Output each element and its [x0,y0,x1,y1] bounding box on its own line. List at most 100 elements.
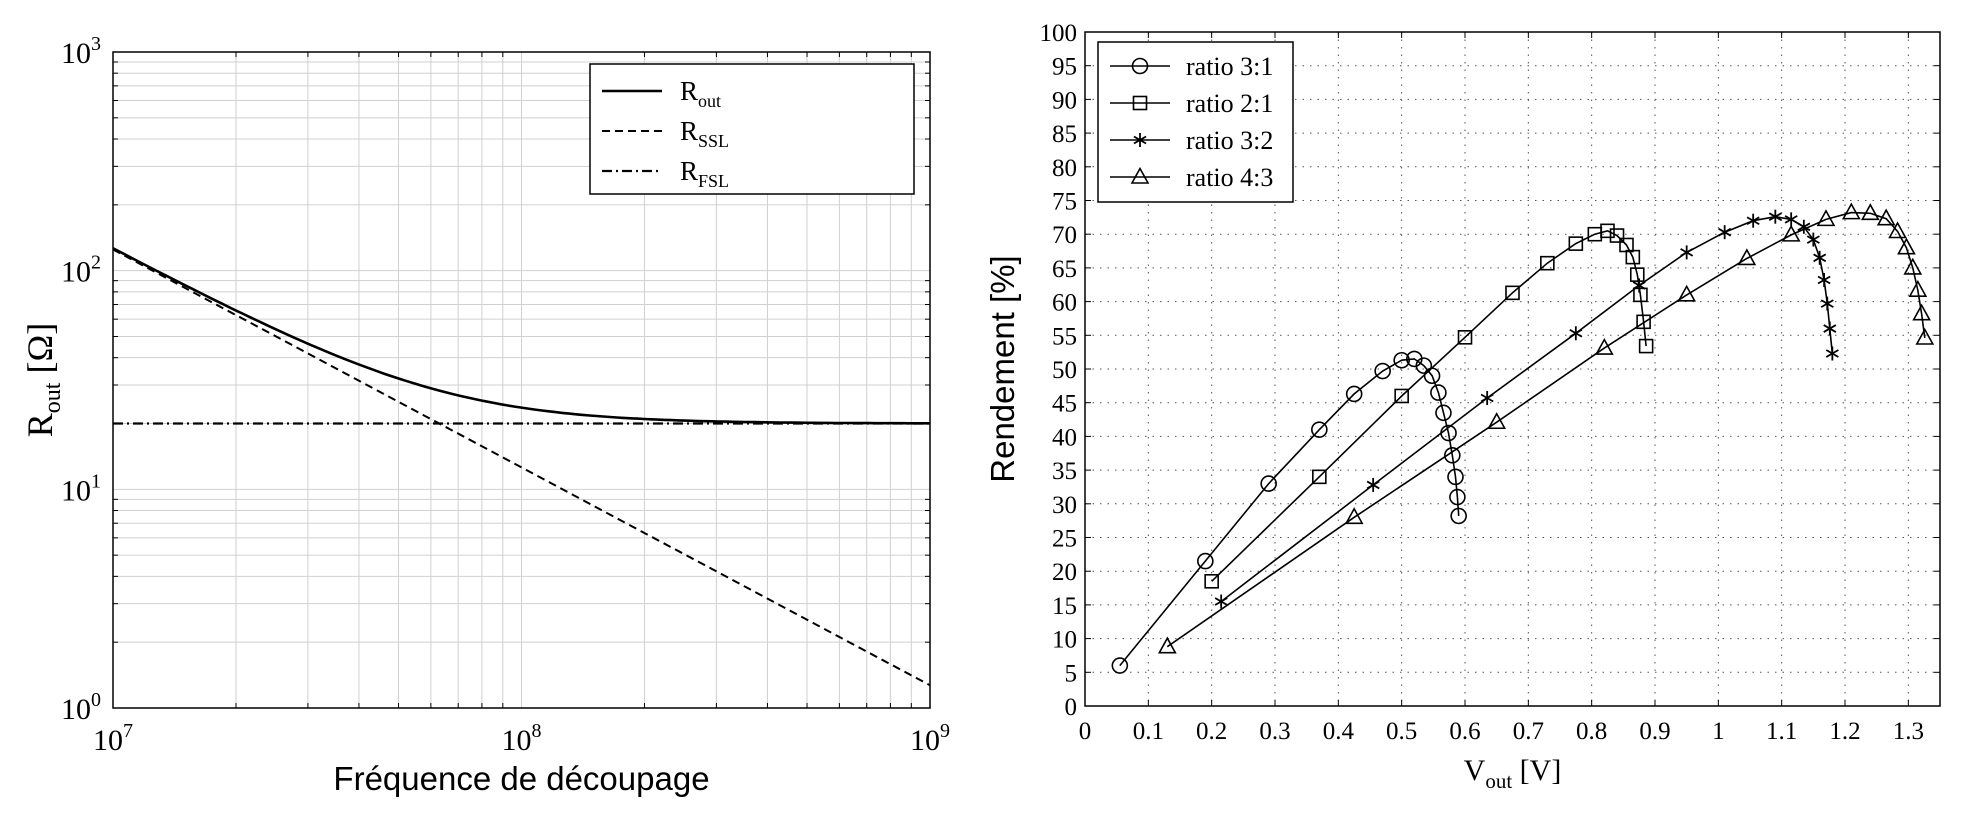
right-chart: 0 0.1 0.2 0.3 0.4 0.5 0.6 0.7 0.8 0.9 1 1.1 1.2 1.3 0 5… [984,20,1941,793]
star-stroke [1133,135,1147,145]
series-line-ratio-31 [1119,358,1460,667]
data-point-ratio-32 [1817,273,1831,288]
star-stroke [1768,212,1782,221]
data-point-ratio-21 [1394,388,1409,404]
left-plot-frame [112,51,931,709]
data-point-ratio-32 [1813,250,1827,265]
right-grid [1085,32,1940,706]
data-point-ratio-43 [1487,412,1507,430]
y-tick-label: 35 [1052,458,1077,485]
data-point-ratio-43 [1876,208,1896,226]
data-point-ratio-32 [1823,321,1837,336]
y-tick-label: 15 [1052,593,1077,620]
x-tick-label: 1.2 [1829,718,1860,745]
data-point-ratio-43 [1157,636,1177,654]
data-point-ratio-32 [1366,477,1380,492]
data-point-ratio-32 [1746,213,1760,228]
data-point-ratio-32 [1797,219,1811,234]
y-tick-label: 102 [61,252,101,289]
data-point-ratio-43 [1860,203,1880,221]
x-tick-label: 0.3 [1259,718,1290,745]
series-line-ratio-32 [1220,215,1834,603]
y-tick-label: 100 [61,689,101,726]
data-point-ratio-43 [1897,237,1916,255]
data-point-ratio-43 [1594,337,1614,355]
x-tick-label: 0.7 [1513,718,1544,745]
x-tick-label: 107 [93,720,133,757]
x-tick-label: 1 [1712,718,1725,745]
data-point-ratio-31 [1415,357,1433,374]
data-point-ratio-32 [1569,326,1583,341]
y-tick-label: 20 [1052,559,1077,586]
y-tick-label: 55 [1052,323,1077,350]
legend-marker-ratio-31 [1131,57,1149,75]
data-point-ratio-32 [1768,209,1782,224]
right-series [1111,202,1935,674]
legend-label-ssl: RSSL [680,116,729,151]
y-tick-label: 10 [1052,627,1077,654]
data-point-ratio-31 [1260,475,1277,492]
y-tick-label: 45 [1052,391,1077,418]
x-tick-label: 0.2 [1196,718,1227,745]
legend-marker-ratio-32 [1133,133,1147,147]
data-point-ratio-21 [1633,287,1648,303]
data-point-ratio-31 [1345,385,1363,403]
x-tick-label: 1.3 [1893,718,1924,745]
data-point-ratio-32 [1718,225,1732,240]
data-point-ratio-43 [1888,221,1907,239]
y-axis-label: Rout [Ω] [20,323,66,437]
data-point-ratio-32 [1825,346,1839,361]
data-point-ratio-32 [1680,245,1694,260]
x-axis-label: Fréquence de découpage [333,760,709,797]
star-stroke [1825,349,1839,358]
x-tick-label: 0.9 [1639,718,1670,745]
legend-label-fsl: RFSL [680,156,729,191]
y-tick-label: 80 [1052,155,1077,182]
legend-box [1097,41,1294,203]
data-point-ratio-32 [1632,278,1646,293]
left-series [112,247,931,687]
star-stroke [1784,215,1798,224]
star-stroke [1820,299,1834,308]
data-point-ratio-43 [1781,224,1801,242]
data-point-ratio-43 [1677,284,1697,302]
star-stroke [1823,324,1837,333]
legend-box [589,63,915,195]
data-point-ratio-43 [1903,257,1923,275]
left-legend: Rout RSSL RFSL [589,63,915,195]
right-plot-frame [1084,31,1941,707]
legend-label-out: Rout [680,76,721,111]
data-point-ratio-31 [1197,552,1214,570]
y-tick-label: 70 [1052,222,1077,249]
x-tick-label: 0.1 [1133,718,1164,745]
legend-label-ratio-43: ratio 4:3 [1186,163,1273,192]
data-point-ratio-21 [1312,469,1327,485]
y-tick-label: 95 [1052,54,1077,81]
star-stroke [1797,222,1811,232]
data-point-ratio-32 [1820,296,1834,311]
x-tick-label: 0 [1079,718,1092,745]
data-point-ratio-43 [1816,209,1836,227]
data-point-ratio-43 [1841,202,1861,220]
star-stroke [1680,248,1694,257]
y-tick-label: 60 [1052,290,1077,317]
x-tick-label: 109 [910,720,950,757]
data-point-ratio-21 [1540,255,1555,271]
y-tick-label: 90 [1052,87,1077,114]
y-tick-label: 40 [1052,424,1077,451]
data-point-ratio-31 [1435,404,1452,422]
data-point-ratio-21 [1609,228,1625,243]
data-point-ratio-32 [1214,594,1228,609]
y-tick-label: 85 [1052,121,1077,148]
legend-label-ratio-32: ratio 3:2 [1186,126,1273,155]
star-stroke [1366,480,1380,490]
star-stroke [1214,597,1228,606]
y-tick-label: 30 [1052,492,1077,519]
star-stroke [1632,281,1646,290]
data-point-ratio-32 [1806,232,1820,247]
legend-label-ratio-31: ratio 3:1 [1186,52,1273,81]
y-tick-label: 100 [1040,20,1078,47]
data-point-ratio-32 [1480,390,1494,405]
y-tick-label: 103 [61,33,101,70]
